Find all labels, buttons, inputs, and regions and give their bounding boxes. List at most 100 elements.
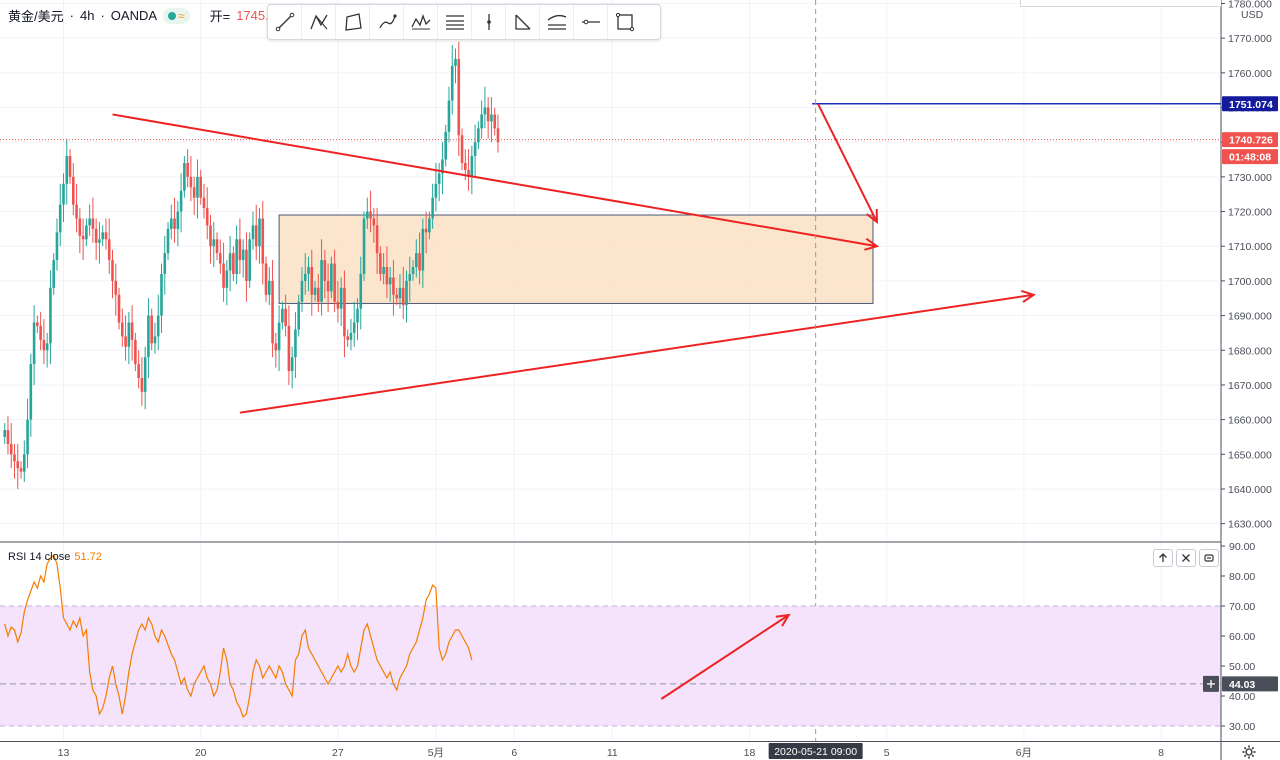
candle[interactable] <box>39 312 42 351</box>
candle[interactable] <box>192 176 196 216</box>
candle[interactable] <box>124 315 127 361</box>
candle[interactable] <box>225 260 229 306</box>
candle[interactable] <box>163 235 167 295</box>
candle[interactable] <box>241 239 245 278</box>
candle[interactable] <box>6 416 10 455</box>
candle[interactable] <box>369 190 372 233</box>
interval-label[interactable]: 4h <box>79 8 95 23</box>
candle[interactable] <box>277 305 281 372</box>
candle[interactable] <box>333 249 336 313</box>
candle[interactable] <box>49 270 52 365</box>
candle[interactable] <box>297 294 300 337</box>
candle[interactable] <box>134 332 137 372</box>
candle[interactable] <box>366 197 369 229</box>
candle[interactable] <box>408 256 412 302</box>
candle[interactable] <box>45 332 49 368</box>
range-box[interactable] <box>278 214 874 304</box>
candle[interactable] <box>418 232 421 285</box>
lower-trendline[interactable] <box>239 289 1036 414</box>
candle[interactable] <box>75 183 78 233</box>
candle[interactable] <box>379 246 382 281</box>
trend-line-tool[interactable] <box>268 5 302 39</box>
candle[interactable] <box>36 315 39 333</box>
candle[interactable] <box>189 156 193 202</box>
upper-trendline[interactable] <box>112 113 880 251</box>
candle[interactable] <box>16 443 20 489</box>
fib-levels-tool[interactable] <box>438 5 472 39</box>
candle[interactable] <box>199 169 202 205</box>
candle[interactable] <box>415 239 418 278</box>
collapse-pane-button[interactable] <box>1199 549 1219 567</box>
candle[interactable] <box>431 183 434 229</box>
candle[interactable] <box>450 45 454 115</box>
candle[interactable] <box>287 305 291 385</box>
candle[interactable] <box>264 256 268 302</box>
candle[interactable] <box>392 260 395 316</box>
candle[interactable] <box>300 267 304 313</box>
maximize-pane-button[interactable] <box>1153 549 1173 567</box>
symbol-name[interactable]: 黄金/美元 <box>8 9 64 24</box>
candle[interactable] <box>81 218 85 261</box>
candle[interactable] <box>9 423 13 469</box>
candle[interactable] <box>375 208 379 274</box>
candle[interactable] <box>343 270 346 358</box>
candle[interactable] <box>183 156 186 198</box>
candle[interactable] <box>94 218 98 261</box>
projection-tool[interactable] <box>506 5 540 39</box>
candle[interactable] <box>457 41 461 157</box>
price-axis[interactable] <box>1221 0 1280 760</box>
candle[interactable] <box>261 201 265 285</box>
candle[interactable] <box>281 301 284 330</box>
rectangle-tool[interactable] <box>608 5 642 39</box>
candle[interactable] <box>65 138 69 205</box>
candle[interactable] <box>490 97 493 143</box>
candle[interactable] <box>444 124 447 167</box>
candle[interactable] <box>91 197 95 243</box>
candle[interactable] <box>114 263 118 316</box>
candle[interactable] <box>254 204 258 261</box>
parallel-channel-tool[interactable] <box>540 5 574 39</box>
candle[interactable] <box>150 308 153 351</box>
candle[interactable] <box>107 218 111 274</box>
candle[interactable] <box>460 128 464 170</box>
candle[interactable] <box>480 100 483 139</box>
candle[interactable] <box>320 239 323 316</box>
candle[interactable] <box>32 305 36 385</box>
candle[interactable] <box>424 211 428 254</box>
candle[interactable] <box>258 208 261 264</box>
candle[interactable] <box>3 423 6 444</box>
candle[interactable] <box>205 187 209 240</box>
candle[interactable] <box>19 461 23 479</box>
candle[interactable] <box>235 225 238 285</box>
candle[interactable] <box>52 253 55 295</box>
candle[interactable] <box>78 208 82 254</box>
candle[interactable] <box>173 197 176 243</box>
horizontal-ray-tool[interactable] <box>574 5 608 39</box>
candle[interactable] <box>85 218 88 247</box>
candle[interactable] <box>346 329 349 347</box>
candle[interactable] <box>307 256 310 292</box>
candle[interactable] <box>62 173 65 222</box>
candle[interactable] <box>153 322 157 354</box>
candle[interactable] <box>179 173 183 233</box>
candle[interactable] <box>447 86 451 143</box>
candle[interactable] <box>117 287 121 330</box>
candle[interactable] <box>222 242 225 302</box>
candle[interactable] <box>326 263 330 313</box>
candle[interactable] <box>219 239 222 274</box>
candle[interactable] <box>352 301 356 347</box>
candle[interactable] <box>55 218 59 271</box>
candle[interactable] <box>290 346 294 389</box>
candle[interactable] <box>13 443 16 479</box>
candle[interactable] <box>156 294 160 351</box>
candle[interactable] <box>72 162 75 216</box>
candle[interactable] <box>437 162 441 202</box>
candle[interactable] <box>310 249 314 316</box>
candle[interactable] <box>232 246 235 281</box>
candle[interactable] <box>284 294 287 337</box>
candle[interactable] <box>271 260 274 358</box>
candle[interactable] <box>473 124 477 177</box>
candle[interactable] <box>101 225 104 247</box>
candle[interactable] <box>166 221 170 261</box>
price-pane[interactable] <box>0 0 1280 741</box>
